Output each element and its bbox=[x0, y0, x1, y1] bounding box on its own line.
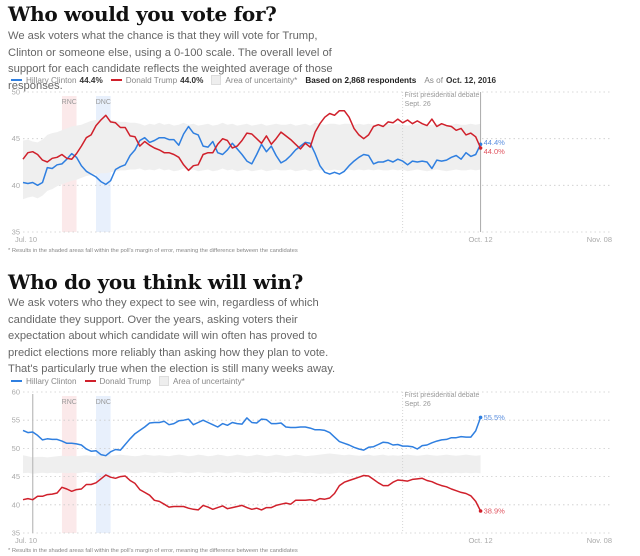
series-line-trump[interactable] bbox=[22, 474, 482, 512]
series-end-point-clinton bbox=[478, 415, 483, 420]
section-title: Who would you vote for? bbox=[8, 2, 277, 26]
event-label-dnc: DNC bbox=[96, 99, 111, 106]
uncertainty-swatch bbox=[158, 376, 169, 386]
legend-label: Area of uncertainty* bbox=[172, 376, 245, 386]
legend-clinton[interactable]: Hillary Clinton bbox=[11, 377, 77, 386]
y-tick-label: 45 bbox=[12, 472, 20, 481]
legend-uncertainty[interactable]: Area of uncertainty* bbox=[158, 376, 245, 386]
uncertainty-area bbox=[23, 453, 481, 474]
series-end-label-clinton: 55.5% bbox=[484, 413, 506, 422]
legend-label: Area of uncertainty* bbox=[225, 75, 298, 85]
legend-clinton[interactable]: Hillary Clinton 44.4% bbox=[11, 76, 103, 85]
event-label-dnc: DNC bbox=[96, 399, 111, 406]
y-tick-label: 45 bbox=[12, 134, 20, 143]
series-end-label-clinton: 44.4% bbox=[484, 138, 506, 147]
y-tick-label: 40 bbox=[12, 500, 20, 509]
event-label-rnc: RNC bbox=[62, 399, 77, 406]
as-of-date: As of Oct. 12, 2016 bbox=[424, 76, 496, 85]
legend-label: Hillary Clinton bbox=[26, 75, 77, 85]
series-end-label-trump: 44.0% bbox=[484, 147, 506, 156]
y-tick-label: 35 bbox=[12, 529, 20, 538]
chart-legend: Hillary Clinton Donald Trump Area of unc… bbox=[11, 376, 253, 386]
vote-for-chart[interactable]: RNC DNC 35 40 45 50 First presidential debate S… bbox=[0, 86, 640, 246]
section-description: We ask voters who they expect to see win… bbox=[8, 297, 336, 375]
x-tick-label: Nov. 08 bbox=[587, 235, 612, 244]
legend-label: Hillary Clinton bbox=[26, 376, 77, 386]
clinton-swatch bbox=[11, 79, 22, 81]
section-description: We ask voters what the chance is that th… bbox=[8, 30, 333, 92]
legend-trump[interactable]: Donald Trump 44.0% bbox=[110, 75, 204, 85]
legend-value: 44.4% bbox=[79, 75, 103, 85]
series-line-trump[interactable] bbox=[22, 109, 482, 172]
x-tick-label: Nov. 08 bbox=[587, 536, 612, 545]
as-of-prefix: As of bbox=[424, 75, 444, 85]
legend-uncertainty[interactable]: Area of uncertainty* bbox=[211, 75, 297, 85]
trump-swatch bbox=[110, 79, 122, 81]
legend-value: 44.0% bbox=[180, 75, 204, 85]
debate-label: First presidential debate bbox=[405, 392, 480, 399]
y-tick-label: 50 bbox=[12, 88, 20, 97]
series-end-label-trump: 38.9% bbox=[484, 507, 506, 516]
respondents-count: Based on 2,868 respondents bbox=[305, 75, 417, 85]
event-label-rnc: RNC bbox=[62, 99, 77, 106]
x-tick-label: Oct. 12 bbox=[468, 536, 492, 545]
x-tick-label: Oct. 12 bbox=[468, 235, 492, 244]
series-line-clinton[interactable] bbox=[22, 417, 482, 457]
debate-date-label: Sept. 26 bbox=[405, 101, 431, 108]
footnote: * Results in the shaded areas fall withi… bbox=[8, 548, 298, 554]
trump-swatch bbox=[84, 380, 96, 382]
series-line-clinton[interactable] bbox=[22, 125, 482, 187]
as-of-value: Oct. 12, 2016 bbox=[446, 75, 497, 85]
uncertainty-swatch bbox=[211, 75, 222, 85]
footnote: * Results in the shaded areas fall withi… bbox=[8, 248, 298, 254]
chart-legend: Hillary Clinton 44.4% Donald Trump 44.0%… bbox=[11, 75, 504, 85]
y-tick-label: 50 bbox=[12, 444, 20, 453]
debate-date-label: Sept. 26 bbox=[405, 401, 431, 408]
y-tick-label: 40 bbox=[12, 181, 20, 190]
uncertainty-area bbox=[23, 119, 481, 200]
legend-trump[interactable]: Donald Trump bbox=[84, 376, 151, 386]
series-end-point-trump bbox=[478, 146, 483, 150]
debate-label: First presidential debate bbox=[405, 92, 480, 99]
legend-label: Donald Trump bbox=[99, 376, 151, 386]
series-end-point-trump bbox=[478, 509, 483, 513]
y-tick-label: 55 bbox=[12, 416, 20, 425]
will-win-chart[interactable]: RNC DNC 35 40 45 50 55 60 First presidential deb… bbox=[0, 386, 640, 556]
y-tick-label: 60 bbox=[12, 388, 20, 397]
y-tick-label: 35 bbox=[12, 228, 20, 237]
x-tick-label: Jul. 10 bbox=[15, 536, 37, 545]
x-tick-label: Jul. 10 bbox=[15, 235, 37, 244]
legend-label: Donald Trump bbox=[125, 75, 178, 85]
section-title: Who do you think will win? bbox=[8, 270, 304, 294]
clinton-swatch bbox=[11, 380, 22, 382]
